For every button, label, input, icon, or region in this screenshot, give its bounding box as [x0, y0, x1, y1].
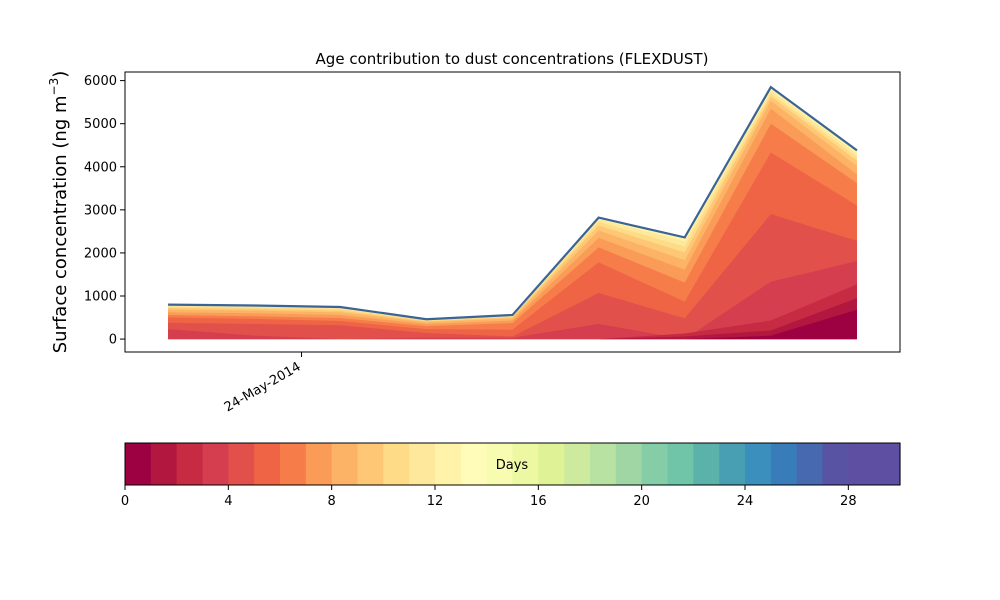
colorbar-label: Days [496, 458, 529, 473]
colorbar-tick-label: 12 [427, 494, 444, 509]
colorbar-tick-label: 28 [840, 494, 857, 509]
colorbar-segment [228, 443, 255, 485]
colorbar-tick-label: 4 [224, 494, 232, 509]
area-layer [168, 309, 857, 340]
plot-frame [124, 71, 901, 353]
colorbar-tick-label: 24 [737, 494, 754, 509]
y-tick-label: 1000 [84, 290, 117, 305]
colorbar-segment [486, 443, 514, 485]
colorbar-segment [435, 443, 462, 485]
colorbar-segment [667, 443, 694, 485]
colorbar-segment [822, 443, 849, 485]
colorbar-segment [254, 443, 281, 485]
colorbar-segment [409, 443, 436, 485]
colorbar-segment [848, 443, 875, 485]
colorbar-segment [150, 443, 178, 485]
y-axis: 0 1000 2000 3000 4000 5000 6000 [84, 74, 125, 348]
colorbar-tick-label: 8 [328, 494, 336, 509]
y-axis-label: Surface concentration (ng m−3) [47, 71, 71, 354]
colorbar-segment [383, 443, 410, 485]
colorbar-segment [590, 443, 617, 485]
colorbar-segment [745, 443, 772, 485]
y-tick-label: 2000 [84, 246, 117, 261]
colorbar-segment [305, 443, 333, 485]
colorbar-segment [125, 443, 152, 485]
colorbar-segment [641, 443, 669, 485]
colorbar-segment [176, 443, 204, 485]
colorbar [125, 443, 901, 485]
colorbar-segment [460, 443, 488, 485]
area-layer [168, 123, 857, 340]
colorbar-frame [124, 442, 901, 486]
total-concentration-line [168, 85, 858, 321]
colorbar-segment [693, 443, 720, 485]
y-tick-label: 6000 [84, 74, 117, 89]
colorbar-segment [280, 443, 307, 485]
x-tick-label: 24-May-2014 [222, 359, 304, 415]
colorbar-ticks: 0 4 8 12 16 20 24 28 [121, 485, 857, 509]
colorbar-tick-label: 0 [121, 494, 129, 509]
colorbar-segment [796, 443, 824, 485]
y-tick-label: 3000 [84, 203, 117, 218]
x-axis: 24-May-2014 [222, 352, 304, 415]
y-tick-label: 5000 [84, 117, 117, 132]
colorbar-segment [202, 443, 229, 485]
chart-title: Age contribution to dust concentrations … [316, 50, 709, 68]
colorbar-segment [512, 443, 539, 485]
colorbar-segment [331, 443, 359, 485]
colorbar-segment [357, 443, 384, 485]
colorbar-segment [615, 443, 643, 485]
area-layers [168, 87, 857, 340]
area-layer [168, 108, 857, 340]
colorbar-segment [874, 443, 901, 485]
colorbar-tick-label: 16 [530, 494, 547, 509]
colorbar-segment [719, 443, 746, 485]
y-tick-label: 4000 [84, 160, 117, 175]
y-tick-label: 0 [109, 333, 117, 348]
colorbar-segment [770, 443, 798, 485]
colorbar-tick-label: 20 [633, 494, 650, 509]
colorbar-segment [538, 443, 565, 485]
colorbar-segment [564, 443, 591, 485]
